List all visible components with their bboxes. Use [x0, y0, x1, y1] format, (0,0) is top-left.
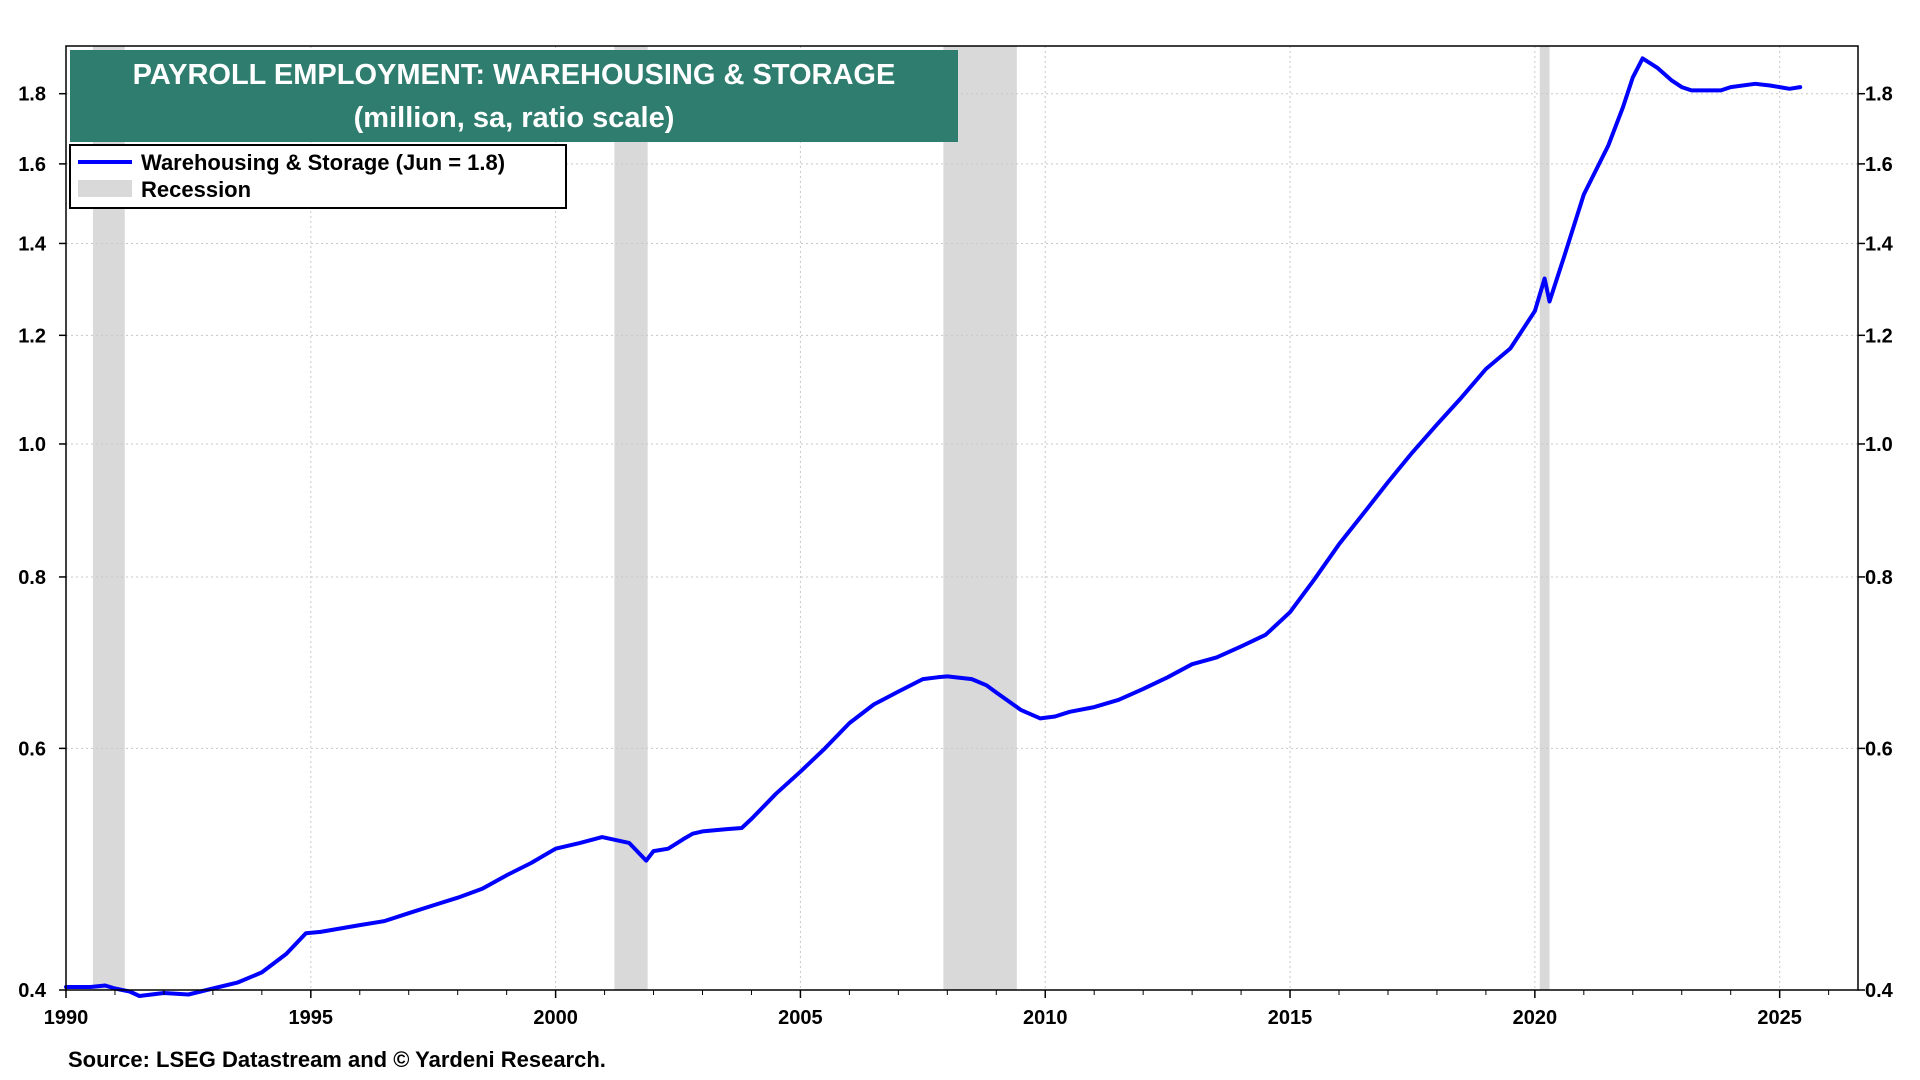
y-right-tick-label: 1.6	[1865, 154, 1893, 176]
y-right-tick-label: 1.4	[1865, 233, 1894, 255]
recession-band	[614, 46, 648, 990]
y-left-tick-label: 0.6	[18, 738, 46, 760]
y-left-tick-label: 0.8	[18, 567, 46, 589]
chart-title: PAYROLL EMPLOYMENT: WAREHOUSING & STORAG…	[133, 59, 896, 91]
legend-box	[69, 144, 567, 209]
recession-band	[943, 46, 1017, 990]
series-line-warehousing-storage	[64, 56, 1803, 998]
x-tick-label: 2000	[533, 1007, 578, 1029]
y-right-tick-label: 1.0	[1865, 434, 1893, 456]
x-tick-label: 2005	[778, 1007, 823, 1029]
legend-recession-swatch	[78, 180, 132, 197]
y-right-tick-label: 0.6	[1865, 738, 1893, 760]
x-tick-label: 2025	[1757, 1007, 1802, 1029]
y-right-tick-label: 0.8	[1865, 567, 1893, 589]
y-right-tick-label: 0.4	[1865, 980, 1894, 1002]
x-tick-label: 2020	[1513, 1007, 1558, 1029]
x-tick-label: 1990	[44, 1007, 89, 1029]
title-box	[70, 50, 958, 142]
source-note: Source: LSEG Datastream and © Yardeni Re…	[68, 1047, 606, 1072]
x-tick-label: 2010	[1023, 1007, 1068, 1029]
y-left-tick-label: 1.6	[18, 154, 46, 176]
legend-item-series: Warehousing & Storage (Jun = 1.8)	[141, 150, 505, 175]
y-left-tick-label: 1.0	[18, 434, 46, 456]
y-left-tick-label: 1.8	[18, 84, 46, 106]
legend: Warehousing & Storage (Jun = 1.8) Recess…	[69, 144, 567, 209]
plot-frame	[65, 45, 1859, 991]
y-right-tick-label: 1.8	[1865, 84, 1893, 106]
chart-subtitle: (million, sa, ratio scale)	[354, 102, 675, 134]
x-tick-label: 1995	[289, 1007, 334, 1029]
recession-band	[1539, 46, 1550, 990]
axes: 1990 1995 2000 2005 2010 2015 2020 2025 0.4 0.4 0.…	[18, 84, 1893, 1029]
y-right-tick-label: 1.2	[1865, 325, 1893, 347]
series-layer	[64, 56, 1803, 998]
legend-item-recession: Recession	[141, 177, 251, 202]
y-left-tick-label: 1.2	[18, 325, 46, 347]
x-tick-label: 2015	[1268, 1007, 1313, 1029]
y-left-tick-label: 0.4	[18, 980, 47, 1002]
y-left-tick-label: 1.4	[18, 233, 47, 255]
